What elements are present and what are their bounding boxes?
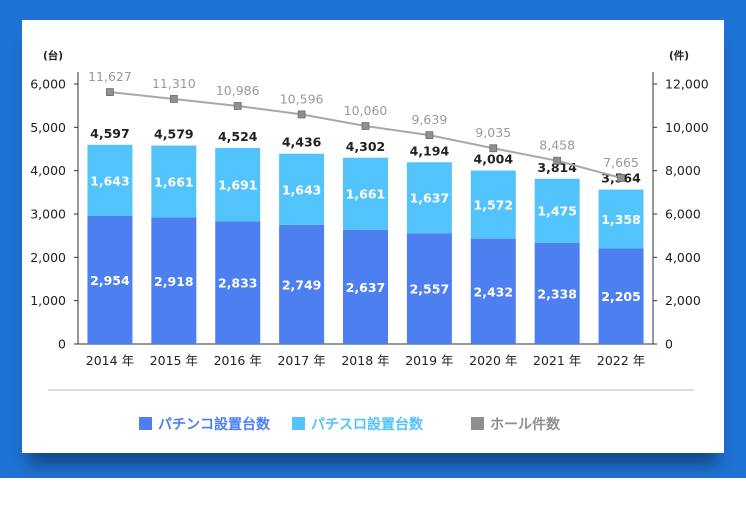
bar-pachislot-value: 1,661 (154, 175, 194, 190)
x-axis-tick-label: 2020 年 (469, 353, 517, 368)
bar-pachinko-value: 2,432 (474, 284, 514, 299)
right-axis-tick-label: 8,000 (665, 163, 701, 178)
right-axis-tick-label: 10,000 (665, 120, 709, 135)
x-axis-tick-label: 2022 年 (597, 353, 645, 368)
bar-total-value: 4,597 (90, 126, 130, 141)
left-axis-tick-label: 2,000 (30, 250, 66, 265)
hall-count-label: 7,665 (603, 155, 639, 170)
x-axis-tick-label: 2018 年 (341, 353, 389, 368)
bar-pachislot-value: 1,643 (90, 173, 130, 188)
bar-pachislot-value: 1,661 (346, 187, 386, 202)
bar-pachislot (470, 170, 516, 239)
bar-pachislot (598, 189, 644, 249)
hall-count-label: 10,986 (216, 83, 260, 98)
x-axis-tick-label: 2021 年 (533, 353, 581, 368)
left-axis-tick-label: 5,000 (30, 120, 66, 135)
bar-pachinko-value: 2,205 (601, 289, 641, 304)
right-axis-tick-label: 2,000 (665, 293, 701, 308)
bar-pachinko (151, 217, 197, 344)
right-axis-tick-label: 4,000 (665, 250, 701, 265)
bar-pachinko (598, 248, 644, 344)
bar-pachinko-value: 2,557 (410, 282, 450, 297)
x-axis-tick-label: 2017 年 (277, 353, 325, 368)
bar-pachinko (470, 238, 516, 344)
bar-pachislot-value: 1,572 (474, 198, 514, 213)
bar-pachislot (534, 178, 580, 243)
bar-pachinko-value: 2,637 (346, 280, 386, 295)
bar-pachislot (406, 162, 452, 234)
hall-count-point (106, 88, 114, 96)
bar-total-value: 4,524 (218, 129, 258, 144)
hall-count-point (361, 122, 370, 130)
hall-count-label: 8,458 (539, 138, 575, 153)
hall-count-point (489, 144, 498, 153)
hall-count-label: 11,627 (88, 69, 132, 84)
x-axis-tick-label: 2019 年 (405, 353, 453, 368)
left-axis-tick-label: 0 (58, 337, 66, 352)
bar-pachinko (343, 229, 388, 344)
bar-total-value: 4,436 (282, 135, 322, 150)
hall-count-point (169, 95, 178, 103)
x-axis-tick-label: 2016 年 (214, 353, 262, 368)
right-axis-tick-label: 0 (665, 337, 673, 352)
left-axis-tick-label: 3,000 (30, 207, 66, 222)
bar-total-value: 4,302 (346, 139, 386, 154)
bar-pachislot (279, 153, 325, 225)
hall-count-label: 10,596 (280, 91, 324, 106)
bar-pachislot (215, 147, 261, 222)
bar-pachislot (343, 157, 388, 230)
bar-pachinko-value: 2,833 (218, 276, 258, 291)
bar-pachislot (87, 144, 133, 216)
bar-pachislot-value: 1,643 (282, 182, 322, 197)
left-axis-tick-label: 6,000 (30, 77, 66, 92)
bar-pachislot-value: 1,637 (410, 191, 450, 206)
legend-marker (292, 417, 305, 430)
right-axis-unit: (件) (669, 49, 689, 62)
right-axis-tick-label: 12,000 (665, 77, 709, 92)
hall-count-label: 9,035 (475, 125, 511, 140)
x-axis-tick-label: 2014 年 (86, 353, 134, 368)
legend-marker (139, 417, 152, 430)
hall-count-point (617, 174, 625, 182)
hall-count-label: 10,060 (344, 103, 388, 118)
hall-count-point (233, 102, 242, 110)
bar-total-value: 4,579 (154, 127, 194, 142)
bar-pachislot-value: 1,475 (537, 204, 577, 219)
bar-pachislot (151, 145, 197, 218)
bar-pachinko-value: 2,749 (282, 277, 322, 292)
legend-label: パチスロ設置台数 (311, 416, 424, 433)
hall-count-label: 9,639 (411, 112, 447, 127)
legend-label: ホール件数 (490, 416, 561, 433)
bar-pachinko-value: 2,954 (90, 273, 130, 288)
right-axis-tick-label: 6,000 (665, 207, 701, 222)
legend-marker (471, 417, 484, 430)
bar-total-value: 4,194 (410, 143, 450, 158)
bar-total-value: 4,004 (474, 151, 514, 166)
hall-count-point (297, 110, 306, 119)
hall-count-point (425, 131, 434, 140)
left-axis-unit: (台) (43, 49, 63, 62)
bar-pachislot-value: 1,691 (218, 178, 258, 193)
hall-count-point (553, 156, 562, 165)
legend-label: パチンコ設置台数 (158, 416, 271, 433)
bar-pachinko (215, 221, 261, 344)
bar-pachislot-value: 1,358 (601, 212, 641, 227)
bar-pachinko-value: 2,918 (154, 274, 194, 289)
x-axis-tick-label: 2015 年 (150, 353, 198, 368)
bar-pachinko-value: 2,338 (537, 286, 577, 301)
bar-pachinko (406, 233, 452, 344)
left-axis-tick-label: 1,000 (30, 293, 66, 308)
left-axis-tick-label: 4,000 (30, 163, 66, 178)
bar-pachinko (279, 224, 325, 344)
bar-pachinko (87, 215, 133, 344)
hall-count-label: 11,310 (152, 76, 196, 91)
bar-pachinko (534, 242, 580, 344)
